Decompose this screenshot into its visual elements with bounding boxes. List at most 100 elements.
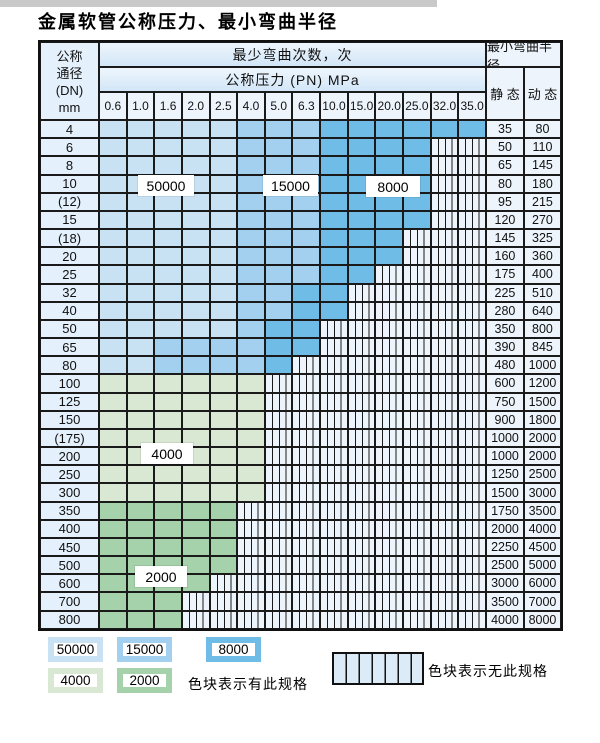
spec-cell-8000 <box>320 156 348 175</box>
dynamic-radius-value: 400 <box>523 265 561 284</box>
no-spec-cell <box>320 447 348 466</box>
static-radius-value: 480 <box>485 356 524 375</box>
dynamic-radius-value: 6000 <box>523 574 561 593</box>
no-spec-cell <box>292 501 321 520</box>
dn-label: 250 <box>40 465 99 484</box>
dynamic-radius-value: 8000 <box>523 610 561 629</box>
no-spec-cell <box>320 319 348 339</box>
spec-cell-15000 <box>181 338 210 357</box>
spec-cell-50000 <box>126 338 155 357</box>
table-row: 250 1250 2500 <box>40 465 561 484</box>
static-radius-value: 2500 <box>485 556 524 575</box>
spec-cell-8000 <box>264 338 293 357</box>
spec-cell-50000 <box>126 283 155 302</box>
table-row: 50 350 800 <box>40 319 561 339</box>
header-right: 最小弯曲半径 静 态 动 态 <box>486 42 561 120</box>
dynamic-radius-value: 180 <box>523 174 561 193</box>
no-spec-cell <box>403 501 431 520</box>
table-row: 150 900 1800 <box>40 410 561 429</box>
no-spec-cell <box>403 519 431 538</box>
no-spec-cell <box>430 265 459 284</box>
spec-cell-2000 <box>209 537 238 557</box>
spec-cell-2000 <box>154 519 182 538</box>
no-spec-cell <box>375 483 404 502</box>
table-row: 20 160 360 <box>40 247 561 266</box>
pressure-column-header: 2.5 <box>209 92 238 120</box>
pressure-column-header: 15.0 <box>347 92 376 120</box>
static-radius-value: 145 <box>485 229 524 248</box>
dn-label: 125 <box>40 392 99 411</box>
scan-edge-strip <box>0 0 437 7</box>
no-spec-cell <box>458 156 486 175</box>
dynamic-radius-value: 2500 <box>523 465 561 484</box>
no-spec-cell <box>458 556 486 575</box>
dn-label: 6 <box>40 138 99 157</box>
static-radius-value: 175 <box>485 265 524 284</box>
spec-cell-8000 <box>403 120 431 139</box>
spec-cell-50000 <box>209 192 238 211</box>
spec-cell-50000 <box>181 283 210 302</box>
spec-cell-50000 <box>99 301 127 320</box>
no-spec-cell <box>237 556 265 575</box>
spec-cell-2000 <box>126 537 155 557</box>
spec-cell-2000 <box>154 610 182 629</box>
dn-label: 700 <box>40 592 99 611</box>
spec-cell-15000 <box>209 338 238 357</box>
spec-cell-50000 <box>126 120 155 139</box>
spec-cell-4000 <box>237 374 265 393</box>
spec-cell-4000 <box>209 374 238 393</box>
dn-label: 15 <box>40 210 99 230</box>
spec-cell-4000 <box>154 465 182 484</box>
spec-cell-4000 <box>237 483 265 502</box>
no-spec-cell <box>375 283 404 302</box>
spec-cell-8000 <box>347 192 376 211</box>
spec-cell-8000 <box>320 210 348 230</box>
no-spec-cell <box>320 537 348 557</box>
spec-cell-50000 <box>154 265 182 284</box>
no-spec-cell <box>430 428 459 448</box>
dynamic-radius-value: 4000 <box>523 519 561 538</box>
spec-cell-15000 <box>237 301 265 320</box>
no-spec-cell <box>403 537 431 557</box>
spec-cell-4000 <box>237 447 265 466</box>
no-spec-cell <box>458 319 486 339</box>
no-spec-cell <box>403 319 431 339</box>
spec-cell-4000 <box>209 392 238 411</box>
spec-cell-8000 <box>320 265 348 284</box>
static-radius-value: 3000 <box>485 574 524 593</box>
no-spec-cell <box>458 192 486 211</box>
table-header: 公称 通径 (DN) mm 最少弯曲次数，次 公称压力 (PN) MPa 0.6… <box>40 42 561 120</box>
no-spec-cell <box>292 519 321 538</box>
dn-label: 500 <box>40 556 99 575</box>
spec-cell-4000 <box>99 410 127 429</box>
pressure-column-header: 5.0 <box>264 92 293 120</box>
no-spec-cell <box>430 338 459 357</box>
no-spec-cell <box>430 410 459 429</box>
no-spec-cell <box>320 592 348 611</box>
spec-cell-50000 <box>181 247 210 266</box>
no-spec-cell <box>347 319 376 339</box>
spec-cell-50000 <box>181 229 210 248</box>
legend-has-spec-text: 色块表示有此规格 <box>188 676 308 692</box>
spec-cell-8000 <box>320 283 348 302</box>
spec-cell-4000 <box>99 374 127 393</box>
no-spec-cell <box>430 319 459 339</box>
dn-label: 50 <box>40 319 99 339</box>
spec-cell-8000 <box>264 319 293 339</box>
no-spec-cell <box>430 156 459 175</box>
spec-cell-15000 <box>264 138 293 157</box>
spec-cell-2000 <box>154 537 182 557</box>
no-spec-cell <box>292 410 321 429</box>
table-row: 80 480 1000 <box>40 356 561 375</box>
no-spec-cell <box>375 356 404 375</box>
table-row: 700 3500 7000 <box>40 592 561 611</box>
no-spec-cell <box>264 483 293 502</box>
spec-cell-4000 <box>181 374 210 393</box>
no-spec-cell <box>403 374 431 393</box>
spec-cell-50000 <box>154 301 182 320</box>
spec-cell-50000 <box>154 247 182 266</box>
spec-cell-15000 <box>292 210 321 230</box>
no-spec-cell <box>403 247 431 266</box>
static-radius-value: 350 <box>485 319 524 339</box>
spec-cell-2000 <box>126 501 155 520</box>
